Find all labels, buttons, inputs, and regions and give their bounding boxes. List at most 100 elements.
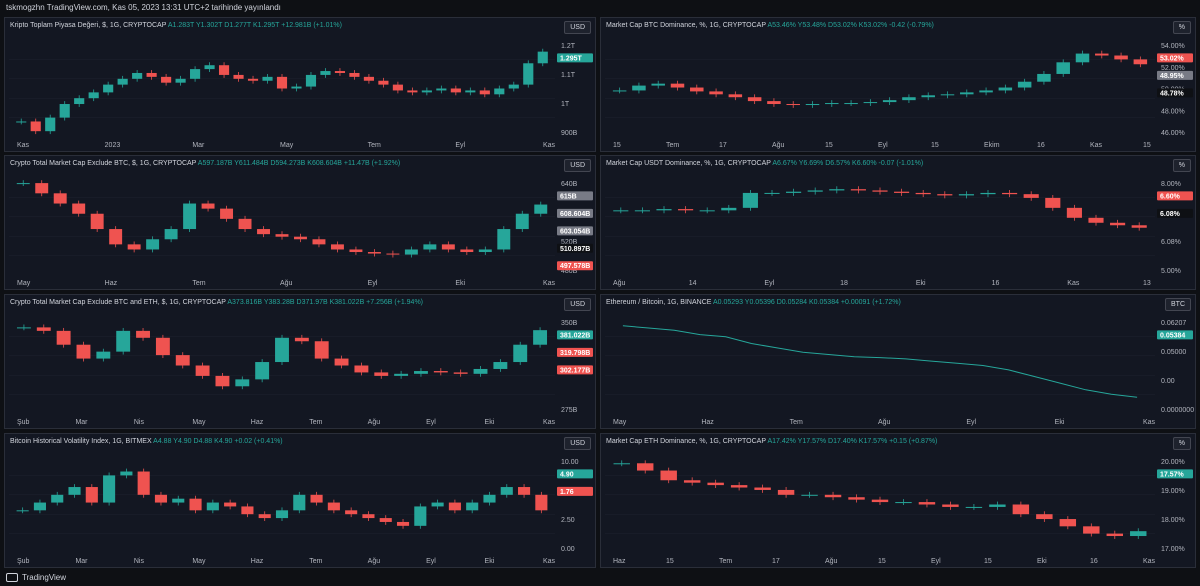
chart-panel-usdtd[interactable]: 8.00%7.00%6.08%5.00%6.60%6.08%Ağu14Eyl18… bbox=[600, 155, 1196, 290]
candle bbox=[120, 471, 133, 476]
x-tick-label: 15 bbox=[878, 558, 886, 565]
candle bbox=[85, 487, 98, 503]
price-label: 1.76 bbox=[560, 489, 574, 496]
y-tick-label: 0.06207 bbox=[1161, 320, 1186, 327]
ohlc-values: A6.67% Y6.69% D6.57% K6.60% -0.07 (-1.01… bbox=[772, 160, 924, 167]
candle bbox=[117, 78, 128, 85]
symbol-title: Crypto Total Market Cap Exclude BTC and … bbox=[10, 299, 226, 306]
candle bbox=[407, 90, 418, 93]
candle bbox=[127, 244, 141, 250]
y-tick-label: 1.1T bbox=[561, 72, 576, 79]
price-label: 6.08% bbox=[1160, 211, 1181, 218]
candle bbox=[247, 78, 259, 81]
candle bbox=[533, 330, 548, 345]
price-label: 510.897B bbox=[560, 246, 590, 253]
candle bbox=[844, 103, 858, 105]
currency-badge[interactable]: USD bbox=[564, 21, 591, 34]
price-label-bg bbox=[557, 469, 593, 479]
candle bbox=[45, 117, 56, 132]
candle bbox=[386, 253, 400, 255]
candle bbox=[291, 86, 302, 89]
candle bbox=[764, 192, 780, 194]
candle bbox=[16, 183, 30, 185]
x-tick-label: May bbox=[17, 280, 31, 287]
candle bbox=[154, 494, 168, 503]
candle bbox=[1037, 73, 1051, 82]
x-tick-label: Mar bbox=[75, 558, 88, 565]
x-tick-label: Kas bbox=[543, 280, 556, 287]
candle bbox=[275, 337, 289, 363]
y-tick-label: 275B bbox=[561, 407, 578, 414]
chart-panel-total[interactable]: 1.2T 1.1T 1T 900B 1.295T Kas 2023 Mar May Tem Eyl K… bbox=[4, 17, 596, 152]
candle bbox=[155, 337, 170, 356]
currency-badge[interactable]: % bbox=[1172, 159, 1191, 172]
candle bbox=[349, 249, 363, 253]
x-tick-label: Eyl bbox=[368, 280, 378, 287]
candle bbox=[146, 239, 160, 250]
candle bbox=[1088, 217, 1104, 223]
chart-panel-btcd[interactable]: 54.00%52.00%50.00%48.00%46.00%53.02%48.9… bbox=[600, 17, 1196, 152]
candle bbox=[801, 494, 818, 496]
candle bbox=[902, 97, 916, 101]
chart-canvas[interactable]: 0.06207 0.05000 0.00 0.0000000 0.05384 May Haz… bbox=[601, 295, 1195, 428]
candle bbox=[258, 514, 271, 519]
currency-badge[interactable]: BTC bbox=[1165, 298, 1191, 311]
candle bbox=[940, 94, 955, 96]
y-tick-label: 17.00% bbox=[1161, 546, 1185, 553]
candle bbox=[30, 121, 41, 132]
chart-panel-ethd[interactable]: 20.00% 19.00% 18.00% 17.00% 17.57% Haz 15 Tem 17… bbox=[600, 433, 1196, 568]
candle bbox=[396, 521, 410, 526]
chart-canvas[interactable]: 640B568.467B520B480B615B608.604B603.054B… bbox=[5, 156, 595, 289]
currency-badge[interactable]: % bbox=[1172, 437, 1191, 450]
currency-badge[interactable]: USD bbox=[564, 159, 591, 172]
candle bbox=[1002, 192, 1018, 195]
candle bbox=[466, 502, 479, 511]
chart-canvas[interactable]: 350B 275B 381.022B 319.798B 302.177B Şub Mar Ni… bbox=[5, 295, 595, 428]
chart-panel-total3[interactable]: 350B 275B 381.022B 319.798B 302.177B Şub Mar Ni… bbox=[4, 294, 596, 429]
x-tick-label: Eyl bbox=[966, 419, 976, 426]
x-tick-label: Tem bbox=[192, 280, 205, 287]
candle bbox=[1114, 55, 1128, 60]
y-tick-label: 640B bbox=[561, 181, 578, 188]
currency-badge[interactable]: USD bbox=[564, 437, 591, 450]
candle bbox=[109, 229, 123, 245]
brand-label: TradingView bbox=[22, 573, 67, 582]
x-tick-label: Kas bbox=[543, 558, 556, 565]
price-label-bg bbox=[557, 261, 593, 271]
candle bbox=[378, 80, 389, 85]
x-tick-label: Mar bbox=[192, 142, 205, 149]
candle bbox=[612, 90, 627, 92]
chart-panel-ethbtc[interactable]: 0.06207 0.05000 0.00 0.0000000 0.05384 May Haz… bbox=[600, 294, 1196, 429]
chart-canvas[interactable]: 10.007.502.500.004.901.76ŞubMarNisMayHaz… bbox=[5, 434, 595, 567]
candle bbox=[175, 355, 190, 366]
candle bbox=[363, 76, 374, 81]
x-tick-label: Ağu bbox=[368, 558, 381, 565]
candle bbox=[201, 203, 215, 209]
chart-canvas[interactable]: 8.00%7.00%6.08%5.00%6.60%6.08%Ağu14Eyl18… bbox=[601, 156, 1195, 289]
price-label-bg bbox=[557, 330, 593, 340]
candle bbox=[1059, 519, 1077, 527]
chart-panel-total2[interactable]: 640B568.467B520B480B615B608.604B603.054B… bbox=[4, 155, 596, 290]
candle bbox=[613, 463, 630, 465]
candle bbox=[450, 88, 461, 93]
currency-badge[interactable]: % bbox=[1172, 21, 1191, 34]
chart-canvas[interactable]: 54.00%52.00%50.00%48.00%46.00%53.02%48.9… bbox=[601, 18, 1195, 151]
candle bbox=[423, 244, 437, 250]
currency-badge[interactable]: USD bbox=[564, 298, 591, 311]
candle bbox=[275, 234, 289, 237]
candle bbox=[433, 371, 448, 373]
chart-canvas[interactable]: 1.2T 1.1T 1T 900B 1.295T Kas 2023 Mar May Tem Eyl K… bbox=[5, 18, 595, 151]
chart-canvas[interactable]: 20.00% 19.00% 18.00% 17.00% 17.57% Haz 15 Tem 17… bbox=[601, 434, 1195, 567]
candle bbox=[807, 190, 823, 192]
x-tick-label: 18 bbox=[840, 280, 848, 287]
chart-panel-btcvol[interactable]: 10.007.502.500.004.901.76ŞubMarNisMayHaz… bbox=[4, 433, 596, 568]
candle bbox=[1133, 59, 1148, 65]
candle bbox=[1045, 197, 1061, 208]
x-tick-label: Ağu bbox=[772, 142, 785, 149]
candle bbox=[392, 84, 403, 91]
candle bbox=[483, 494, 496, 503]
y-tick-label: 2.50 bbox=[561, 517, 575, 524]
candle bbox=[651, 83, 665, 86]
candle bbox=[747, 97, 762, 102]
candle bbox=[915, 192, 931, 195]
